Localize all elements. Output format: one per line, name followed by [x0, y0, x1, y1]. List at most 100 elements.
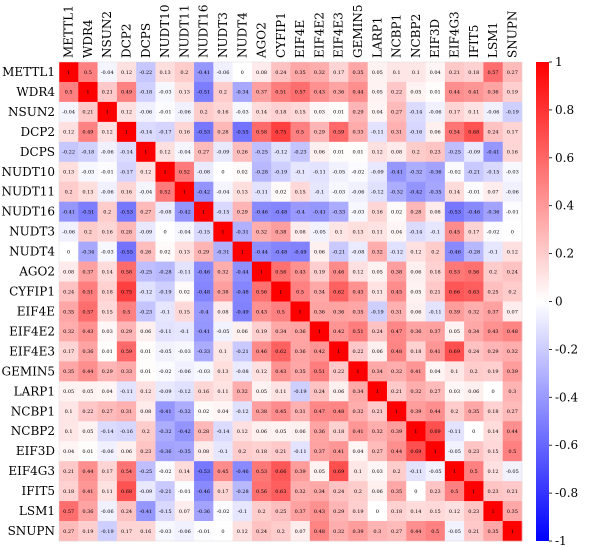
cell-value: -0.22: [139, 70, 152, 76]
heatmap-cell: [502, 261, 523, 282]
cell-value: -0.14: [217, 429, 230, 435]
cell-value: 0.24: [63, 289, 74, 295]
heatmap-cell: [97, 62, 118, 83]
heatmap-cell: [232, 461, 253, 482]
cell-value: 0.06: [372, 489, 383, 495]
heatmap-cell: [232, 161, 253, 183]
heatmap-cell: [290, 201, 311, 222]
heatmap-cell: [136, 381, 156, 402]
cell-value: 0.75: [275, 130, 286, 136]
heatmap-cell: [59, 421, 79, 442]
heatmap-cell: [483, 321, 504, 342]
column-label: EIF4E3: [332, 12, 346, 58]
heatmap-cell: [367, 481, 388, 502]
cell-value: 0.45: [217, 469, 228, 475]
cell-value: 0.24: [275, 70, 286, 76]
heatmap-cell: [329, 241, 349, 262]
cell-value: 1: [299, 309, 302, 315]
heatmap-cell: [174, 521, 195, 542]
cell-value: -0.1: [180, 329, 190, 335]
cell-value: 0.08: [217, 309, 228, 315]
cell-value: -0.12: [274, 150, 287, 156]
cell-value: 0.32: [410, 389, 421, 395]
cell-value: 0.03: [372, 469, 383, 475]
cell-value: 0.37: [487, 309, 498, 315]
heatmap-cell: [406, 441, 426, 462]
heatmap-cell: [251, 62, 272, 83]
cell-value: -0.41: [197, 70, 210, 76]
heatmap-cell: [174, 341, 195, 362]
heatmap-cell: [174, 161, 195, 183]
heatmap-cell: [464, 521, 484, 542]
heatmap-cell: [97, 141, 118, 163]
cell-value: 0.02: [391, 209, 402, 215]
heatmap-cell: [194, 361, 214, 382]
cell-value: 0.13: [237, 190, 248, 196]
cell-value: 0.37: [82, 269, 93, 275]
cell-value: 0.5: [470, 469, 478, 475]
heatmap-cell: [116, 461, 137, 482]
heatmap-cell: [464, 141, 484, 163]
cell-value: 0.28: [121, 229, 132, 235]
heatmap-cell: [59, 301, 79, 322]
heatmap-cell: [194, 221, 214, 242]
cell-value: 0.46: [256, 349, 267, 355]
colorbar: 1 0.8 0.6 0.4 0.2 0 -0.2 -0.4 -0.6 -0.8 -1: [536, 55, 579, 548]
heatmap-cell: [464, 121, 484, 143]
cell-value: 0.04: [352, 449, 363, 455]
heatmap-cell: [348, 421, 368, 442]
column-label: EIF4G3: [447, 11, 461, 58]
cell-value: 0.57: [295, 90, 306, 96]
heatmap-cell: [502, 441, 523, 462]
heatmap-cell: [406, 201, 426, 222]
heatmap-cell: [155, 481, 176, 502]
cell-value: 0.02: [198, 409, 209, 415]
cell-value: 0.34: [352, 389, 363, 395]
heatmap-cell: [194, 461, 214, 482]
heatmap-cell: [464, 81, 484, 103]
cell-value: 0.04: [430, 369, 441, 375]
cell-value: -0.25: [139, 469, 152, 475]
cell-value: 0.57: [82, 309, 93, 315]
heatmap-cell: [78, 241, 98, 262]
cell-value: 0.41: [430, 349, 441, 355]
heatmap-cell: [406, 461, 426, 482]
row-label: EIF4E2: [9, 324, 55, 338]
heatmap-cell: [213, 261, 233, 282]
cell-value: 0.37: [256, 90, 267, 96]
heatmap-cell: [309, 521, 330, 542]
heatmap-cell: [213, 62, 233, 83]
cell-value: 0.63: [468, 289, 479, 295]
heatmap-cell: [251, 461, 272, 482]
cell-value: -0.28: [159, 269, 172, 275]
heatmap-cell: [59, 341, 79, 362]
heatmap-cell: [174, 181, 195, 203]
cell-value: 1: [202, 209, 205, 215]
cell-value: 0.62: [275, 349, 286, 355]
cell-value: 0.12: [256, 369, 267, 375]
cell-value: 0.18: [391, 509, 402, 515]
cell-value: 0.07: [507, 309, 518, 315]
cell-value: 0.17: [449, 110, 460, 116]
heatmap-cell: [329, 401, 349, 422]
heatmap-cell: [444, 521, 465, 542]
cell-value: -0.09: [139, 489, 152, 495]
cell-value: -0.01: [101, 170, 114, 176]
cell-value: 0.15: [102, 309, 113, 315]
cell-value: -0.16: [409, 130, 422, 136]
cell-value: 0.33: [121, 369, 132, 375]
cell-value: 0.05: [275, 429, 286, 435]
cell-value: -0.55: [236, 130, 249, 136]
heatmap-cell: [290, 461, 311, 482]
heatmap-cell: [136, 461, 156, 482]
heatmap-cell: [271, 441, 291, 462]
heatmap-cell: [155, 81, 176, 103]
heatmap-cell: [329, 281, 349, 302]
heatmap-cell: [290, 141, 311, 163]
cell-value: 0.28: [217, 130, 228, 136]
cell-value: 0.18: [410, 349, 421, 355]
heatmap-cell: [329, 461, 349, 482]
cell-value: 0.17: [333, 70, 344, 76]
cell-value: -0.14: [409, 229, 422, 235]
row-label: NUDT3: [9, 225, 55, 239]
